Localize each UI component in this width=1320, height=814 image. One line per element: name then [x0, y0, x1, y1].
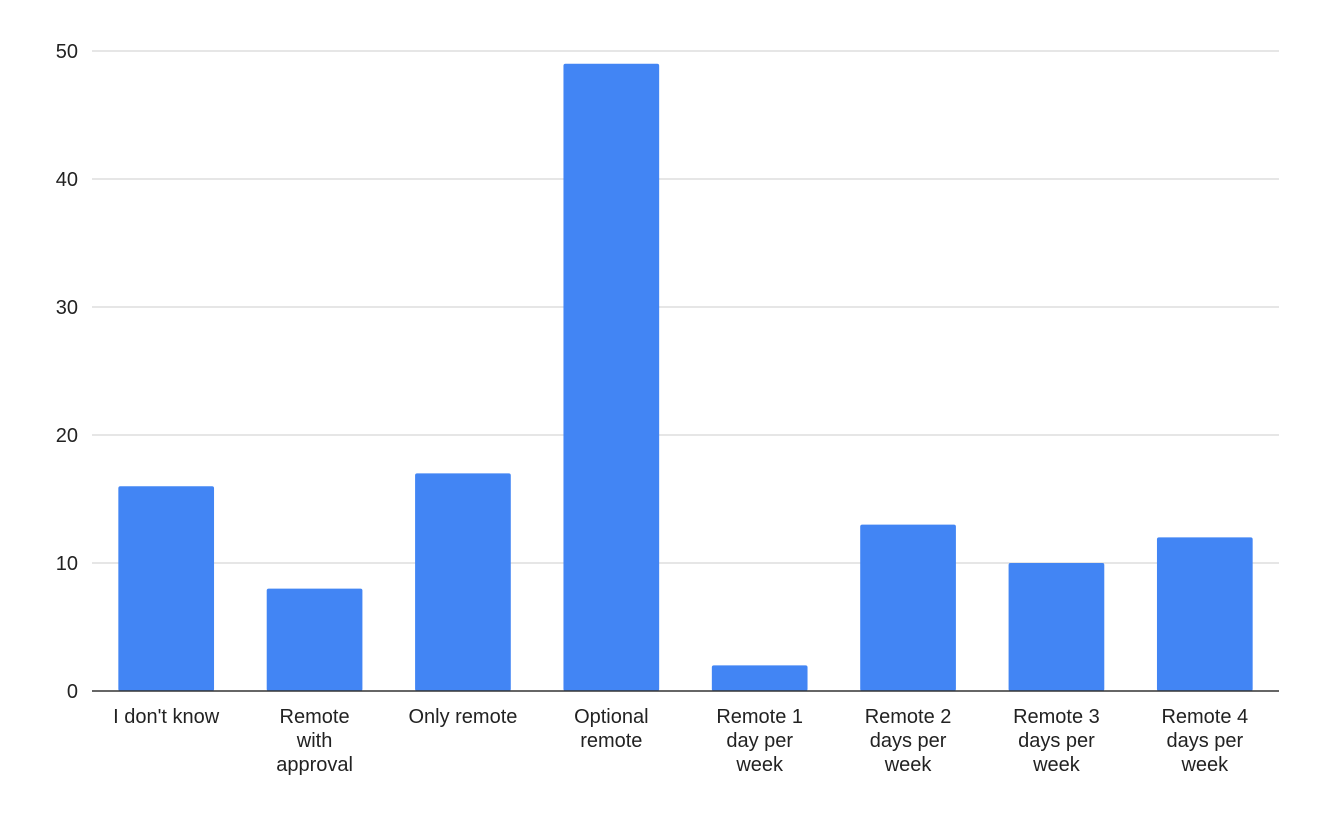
y-axis-tick-labels: 0 10 20 30 40 50	[56, 41, 78, 703]
y-tick-label: 30	[56, 297, 78, 319]
x-category-label: Remote 3 days per week	[1013, 706, 1100, 776]
y-tick-label: 50	[56, 41, 78, 63]
x-category-label-line: approval	[276, 754, 353, 776]
bar	[1156, 537, 1253, 691]
x-category-label-line: Remote 3	[1013, 706, 1100, 728]
x-category-label-line: week	[735, 754, 784, 776]
bar	[860, 524, 956, 691]
x-category-label-line: Optional	[574, 706, 649, 728]
x-category-label-line: week	[884, 754, 933, 776]
y-tick-label: 10	[56, 553, 78, 575]
y-tick-label: 0	[67, 681, 78, 703]
x-category-label-line: days per	[870, 730, 947, 752]
x-axis-category-labels: I don't know Remote with approval Only remot…	[113, 706, 1248, 776]
x-category-label: Remote 4 days per week	[1161, 706, 1248, 776]
bar	[563, 63, 660, 692]
bar	[711, 665, 808, 691]
x-category-label: Remote with approval	[276, 706, 353, 776]
x-category-label: Remote 1 day per week	[716, 706, 803, 776]
x-category-label-line: Remote 1	[716, 706, 803, 728]
gridlines	[92, 50, 1279, 564]
bar	[266, 588, 363, 691]
bar	[118, 486, 215, 691]
x-category-label-line: with	[296, 730, 333, 752]
bar	[1008, 563, 1105, 691]
x-category-label-line: remote	[580, 730, 642, 752]
x-category-label-line: days per	[1166, 730, 1243, 752]
x-category-label-line: I don't know	[113, 706, 220, 728]
x-category-label: Only remote	[408, 706, 517, 728]
x-category-label-line: Remote 2	[865, 706, 952, 728]
y-tick-label: 20	[56, 425, 78, 447]
bars	[118, 63, 1253, 692]
x-category-label-line: week	[1032, 754, 1081, 776]
x-category-label: Optional remote	[574, 706, 649, 752]
x-category-label-line: Only remote	[408, 706, 517, 728]
x-category-label-line: week	[1180, 754, 1229, 776]
y-tick-label: 40	[56, 169, 78, 191]
bar	[415, 473, 511, 691]
x-category-label-line: Remote	[280, 706, 350, 728]
x-category-label-line: Remote 4	[1161, 706, 1248, 728]
x-category-label-line: day per	[726, 730, 793, 752]
x-category-label: I don't know	[113, 706, 220, 728]
x-category-label: Remote 2 days per week	[865, 706, 952, 776]
x-category-label-line: days per	[1018, 730, 1095, 752]
